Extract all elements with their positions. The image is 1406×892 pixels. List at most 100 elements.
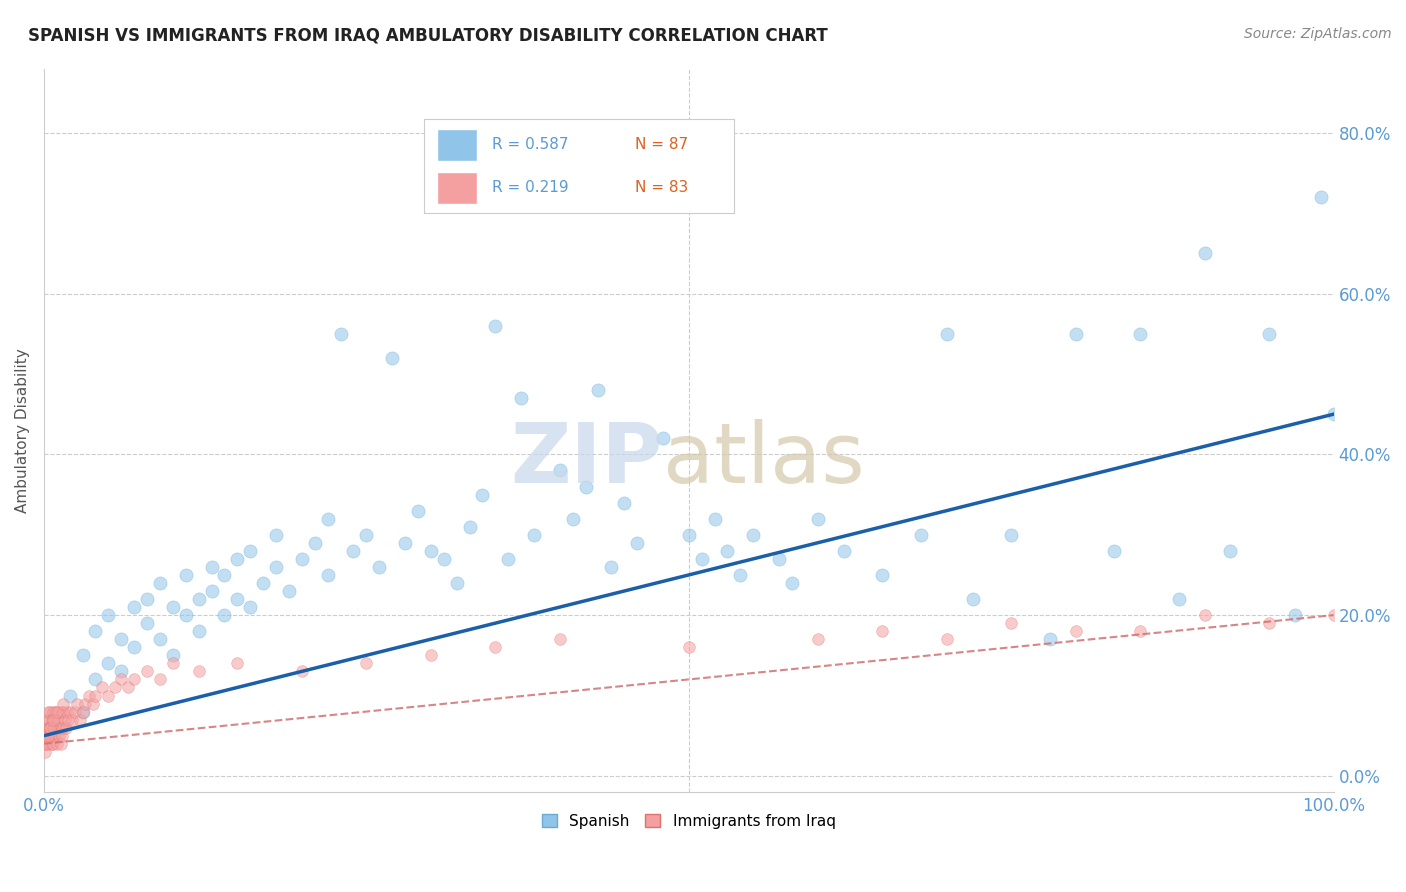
Point [35, 729, 58, 743]
Text: ZIP: ZIP [510, 418, 664, 500]
Point [419, 648, 441, 663]
Point [46, 705, 69, 719]
Point [34, 745, 56, 759]
Point [82, 697, 104, 711]
Point [870, 624, 893, 639]
Point [678, 527, 700, 541]
Point [60, 713, 83, 727]
Point [69, 713, 91, 727]
Point [162, 600, 184, 615]
Point [1129, 326, 1152, 341]
Point [588, 383, 610, 397]
Point [44, 729, 66, 743]
Point [1194, 608, 1216, 623]
Point [291, 665, 314, 679]
Point [35, 737, 58, 751]
Point [716, 544, 738, 558]
Point [264, 527, 287, 541]
Point [136, 592, 159, 607]
Point [342, 544, 364, 558]
Point [37, 729, 59, 743]
Point [97, 689, 120, 703]
Point [42, 737, 65, 751]
Point [832, 544, 855, 558]
Point [51, 705, 73, 719]
Point [55, 721, 77, 735]
Point [381, 351, 404, 365]
Point [394, 535, 416, 549]
Point [200, 584, 222, 599]
Point [471, 487, 494, 501]
Point [214, 568, 236, 582]
Point [1039, 632, 1062, 647]
Point [84, 624, 107, 639]
Point [39, 721, 62, 735]
Point [37, 705, 59, 719]
Point [84, 673, 107, 687]
Point [613, 495, 636, 509]
Point [652, 431, 675, 445]
Point [37, 729, 59, 743]
Point [41, 737, 63, 751]
Point [110, 673, 132, 687]
Point [1167, 592, 1189, 607]
Point [53, 713, 76, 727]
Point [523, 527, 546, 541]
Point [730, 568, 752, 582]
Point [136, 665, 159, 679]
Point [104, 681, 127, 695]
Point [51, 729, 73, 743]
Point [122, 640, 145, 655]
Point [72, 648, 94, 663]
Point [368, 560, 391, 574]
Point [42, 721, 65, 735]
Point [510, 391, 533, 405]
Point [548, 632, 571, 647]
Point [304, 535, 326, 549]
Point [34, 721, 56, 735]
Point [1258, 616, 1281, 631]
Point [149, 673, 172, 687]
Text: SPANISH VS IMMIGRANTS FROM IRAQ AMBULATORY DISABILITY CORRELATION CHART: SPANISH VS IMMIGRANTS FROM IRAQ AMBULATO… [28, 27, 828, 45]
Text: Source: ZipAtlas.com: Source: ZipAtlas.com [1244, 27, 1392, 41]
Point [187, 665, 209, 679]
Point [406, 503, 429, 517]
Point [678, 640, 700, 655]
Point [174, 608, 197, 623]
Point [278, 584, 301, 599]
Point [66, 697, 89, 711]
Point [56, 705, 79, 719]
Point [45, 705, 67, 719]
Point [44, 721, 66, 735]
Point [1000, 527, 1022, 541]
Text: atlas: atlas [664, 418, 865, 500]
Point [356, 657, 378, 671]
Point [214, 608, 236, 623]
Point [239, 544, 262, 558]
Point [44, 713, 66, 727]
Point [1064, 624, 1087, 639]
Point [239, 600, 262, 615]
Point [356, 527, 378, 541]
Point [48, 729, 70, 743]
Point [52, 721, 75, 735]
Point [1064, 326, 1087, 341]
Point [162, 657, 184, 671]
Point [149, 576, 172, 591]
Point [38, 721, 60, 735]
Point [122, 600, 145, 615]
Point [561, 511, 583, 525]
Point [77, 689, 100, 703]
Point [703, 511, 725, 525]
Point [780, 576, 803, 591]
Point [1284, 608, 1306, 623]
Point [742, 527, 765, 541]
Point [496, 552, 519, 566]
Point [39, 721, 62, 735]
Point [174, 568, 197, 582]
Point [38, 737, 60, 751]
Point [226, 552, 249, 566]
Point [433, 552, 456, 566]
Point [136, 616, 159, 631]
Point [97, 657, 120, 671]
